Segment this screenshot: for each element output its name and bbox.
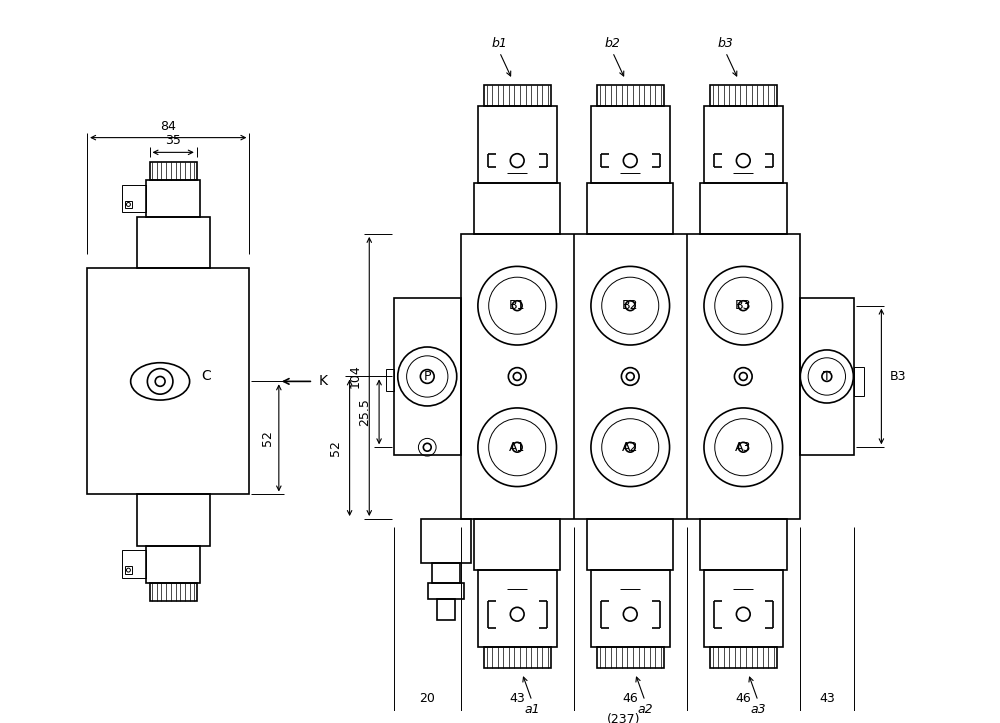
Text: 104: 104 xyxy=(348,364,361,388)
Text: P: P xyxy=(424,370,431,383)
Bar xyxy=(146,546,200,583)
Text: B1: B1 xyxy=(509,299,525,312)
Text: a2: a2 xyxy=(637,703,653,716)
Bar xyxy=(597,647,664,668)
Bar xyxy=(700,519,787,570)
Text: 46: 46 xyxy=(622,692,638,705)
Bar xyxy=(704,106,783,183)
Bar xyxy=(854,367,864,396)
Bar xyxy=(125,566,132,574)
Bar xyxy=(137,495,210,546)
Text: 52: 52 xyxy=(329,440,342,455)
Text: B3: B3 xyxy=(889,370,906,383)
Bar xyxy=(800,298,854,455)
Bar xyxy=(587,183,673,234)
Bar xyxy=(146,180,200,217)
Bar xyxy=(432,563,460,583)
Bar xyxy=(461,234,800,519)
Bar xyxy=(587,519,673,570)
Bar xyxy=(710,647,777,668)
Text: A3: A3 xyxy=(735,441,751,454)
Bar xyxy=(484,85,551,106)
Text: A1: A1 xyxy=(509,441,525,454)
Text: 43: 43 xyxy=(819,692,835,705)
Bar xyxy=(700,183,787,234)
Text: 25.5: 25.5 xyxy=(358,398,371,426)
Bar xyxy=(437,599,455,620)
Text: 35: 35 xyxy=(165,134,181,147)
Bar xyxy=(394,298,461,455)
Bar xyxy=(87,268,249,495)
Bar xyxy=(591,570,670,647)
Bar xyxy=(478,106,557,183)
Bar xyxy=(484,647,551,668)
Text: 84: 84 xyxy=(160,120,176,133)
Text: b3: b3 xyxy=(718,37,734,50)
Bar xyxy=(122,185,146,213)
Bar xyxy=(150,162,197,180)
Text: 43: 43 xyxy=(509,692,525,705)
Bar xyxy=(137,217,210,268)
Text: C: C xyxy=(201,369,211,383)
Text: T: T xyxy=(823,370,831,383)
Text: 20: 20 xyxy=(419,692,435,705)
Text: 52: 52 xyxy=(261,430,274,446)
Bar xyxy=(597,85,664,106)
Bar xyxy=(150,583,197,601)
Text: a3: a3 xyxy=(750,703,766,716)
Text: a1: a1 xyxy=(524,703,540,716)
Text: B3: B3 xyxy=(735,299,752,312)
Bar xyxy=(122,550,146,578)
Bar xyxy=(386,369,394,390)
Bar xyxy=(710,85,777,106)
Bar xyxy=(704,570,783,647)
Bar xyxy=(474,183,560,234)
Text: b1: b1 xyxy=(492,37,507,50)
Bar xyxy=(591,106,670,183)
Bar xyxy=(474,519,560,570)
Text: A2: A2 xyxy=(622,441,638,454)
Text: B2: B2 xyxy=(622,299,638,312)
Bar xyxy=(421,519,471,563)
Bar xyxy=(478,570,557,647)
Text: 46: 46 xyxy=(735,692,751,705)
Text: K: K xyxy=(318,375,327,388)
Bar xyxy=(428,583,464,599)
Text: (237): (237) xyxy=(607,714,641,723)
Text: b2: b2 xyxy=(605,37,620,50)
Bar xyxy=(125,200,132,208)
